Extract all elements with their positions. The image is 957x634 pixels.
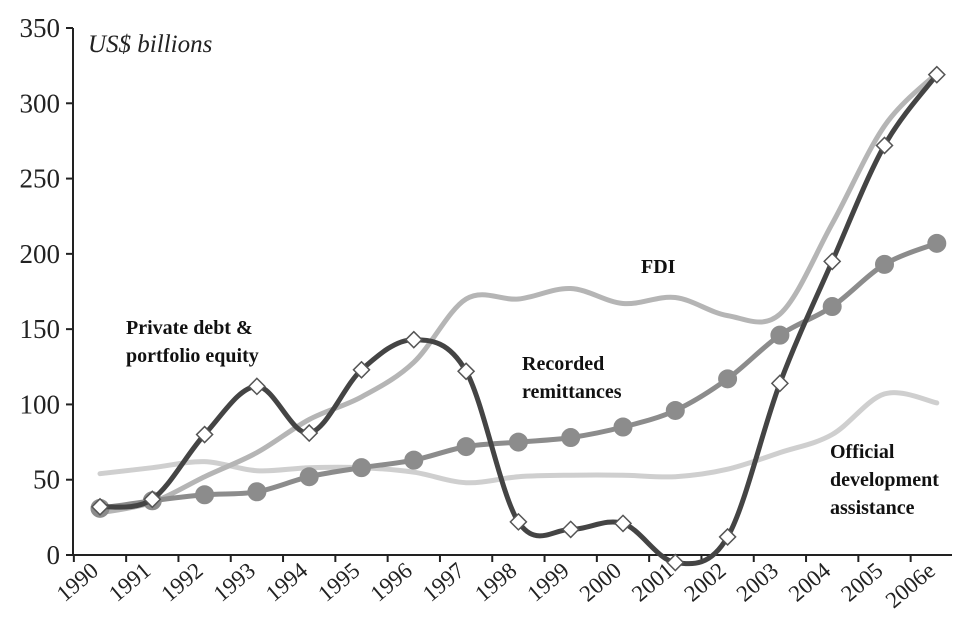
data-point — [352, 360, 371, 379]
y-tick-label: 200 — [20, 239, 61, 269]
data-point — [300, 423, 319, 443]
x-tick-label: 2006e — [881, 558, 940, 613]
unit-label: US$ billions — [88, 31, 212, 58]
x-tick-label: 1995 — [313, 558, 364, 607]
series-label-official-development-assistance: Official development assistance — [830, 441, 939, 519]
x-tick-label: 1993 — [209, 558, 260, 607]
label-layer: US$ billions FDI Private debt & portfolio … — [88, 31, 939, 519]
data-point — [613, 417, 633, 437]
x-tick-label: 1992 — [156, 558, 207, 607]
y-tick-label: 50 — [33, 465, 60, 495]
x-tick-label: 2005 — [836, 558, 887, 607]
series-label-line: FDI — [641, 256, 676, 278]
data-point — [770, 325, 790, 345]
data-point — [404, 330, 423, 349]
data-point — [508, 432, 528, 452]
series-label-line: portfolio equity — [126, 345, 259, 367]
data-point — [823, 252, 842, 271]
series-label-line: Official — [830, 441, 895, 463]
data-point — [247, 482, 267, 502]
data-point — [561, 520, 580, 539]
data-point — [718, 369, 738, 389]
series-line-fdi — [97, 70, 940, 516]
x-tick-label: 2003 — [732, 558, 783, 607]
data-point — [143, 490, 162, 509]
data-point — [509, 512, 528, 531]
series-label-line: assistance — [830, 497, 915, 519]
series-label-private-debt-portfolio-equity: Private debt & portfolio equity — [126, 317, 259, 367]
y-tick-label: 150 — [20, 314, 61, 344]
series-label-line: Private debt & — [126, 317, 253, 339]
series-label-line: Recorded — [522, 353, 604, 375]
series-recorded-remittances — [90, 233, 947, 518]
y-tick-label: 350 — [20, 13, 61, 43]
data-point — [561, 428, 581, 448]
series-layer — [90, 65, 947, 572]
series-official-development-assistance — [97, 390, 940, 486]
x-tick-label: 1999 — [522, 558, 573, 607]
data-point — [718, 527, 737, 546]
data-point — [195, 425, 214, 444]
series-line-official-development-assistance — [97, 390, 940, 486]
x-tick-label: 1991 — [104, 558, 155, 607]
data-point — [927, 233, 947, 253]
data-point — [247, 377, 266, 396]
data-point — [456, 437, 476, 457]
data-point — [666, 553, 685, 572]
y-tick-label: 100 — [20, 389, 61, 419]
data-point — [404, 450, 424, 470]
series-label-fdi: FDI — [641, 256, 676, 278]
data-point — [665, 400, 685, 420]
x-tick-label: 1997 — [418, 558, 469, 607]
data-point — [822, 297, 842, 317]
data-point — [352, 458, 371, 478]
x-tick-label: 2004 — [784, 557, 836, 606]
series-fdi — [97, 70, 940, 516]
series-private-debt-portfolio-equity — [90, 65, 946, 572]
series-label-line: development — [830, 469, 939, 491]
x-tick-label: 1994 — [261, 557, 313, 606]
data-point — [875, 254, 894, 274]
y-tick-label: 0 — [47, 540, 61, 570]
data-point — [299, 467, 319, 487]
data-point — [195, 485, 215, 505]
data-point — [875, 136, 894, 155]
data-point — [457, 362, 476, 381]
y-tick-label: 250 — [20, 164, 61, 194]
series-label-line: remittances — [522, 381, 622, 403]
series-label-recorded-remittances: Recorded remittances — [522, 353, 622, 403]
data-point — [770, 374, 789, 393]
data-point — [90, 497, 110, 516]
data-point — [613, 514, 633, 533]
data-point — [927, 65, 946, 84]
x-tick-label: 1996 — [366, 558, 417, 607]
y-tick-label: 300 — [20, 88, 61, 118]
x-tick-label: 1998 — [470, 558, 521, 607]
x-tick-label: 2000 — [575, 558, 626, 607]
